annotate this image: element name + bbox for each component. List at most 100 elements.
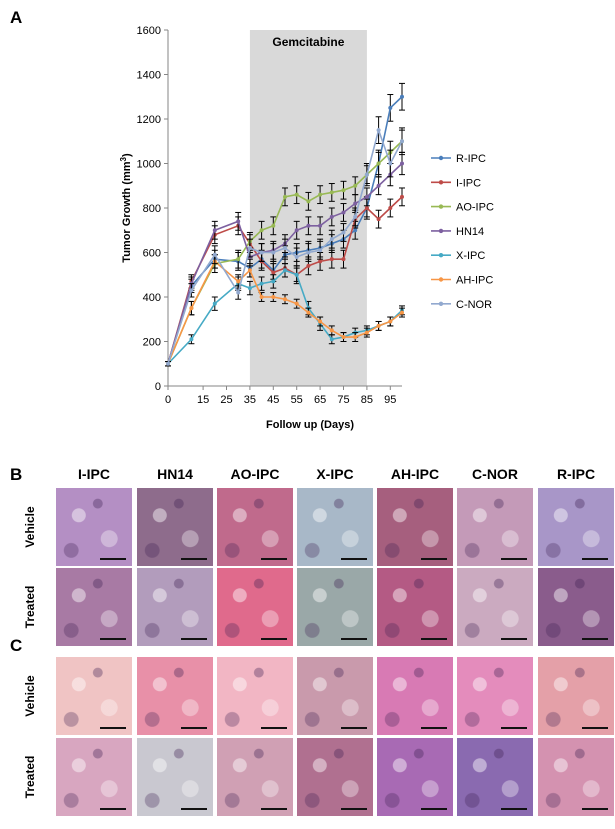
y-tick-label: 1400 <box>137 70 161 82</box>
panel-b-column-header: X-IPC <box>316 466 354 482</box>
panel-b-micrograph-tile <box>137 488 213 566</box>
panel-c-row-label: Vehicle <box>23 675 37 717</box>
data-point <box>189 288 194 293</box>
scale-bar <box>582 808 608 810</box>
data-point <box>341 188 346 193</box>
scale-bar <box>421 727 447 729</box>
data-point <box>329 257 334 262</box>
data-point <box>283 297 287 302</box>
series-line <box>167 96 403 364</box>
scale-bar <box>582 727 608 729</box>
legend-marker <box>438 277 444 282</box>
series-c-nor <box>165 116 405 367</box>
series-line <box>167 140 403 365</box>
data-point <box>376 323 381 328</box>
legend-marker <box>438 253 444 258</box>
panel-b-row-label: Vehicle <box>23 506 37 548</box>
scale-bar <box>181 727 207 729</box>
panel-b-micrograph-tile <box>137 568 213 646</box>
data-point <box>294 254 299 259</box>
series-line <box>167 162 403 364</box>
panel-c-micrograph-tile <box>377 657 453 735</box>
panel-b-micrograph-tile <box>457 568 533 646</box>
series-line <box>167 196 403 364</box>
data-point <box>294 192 299 197</box>
scale-bar <box>501 727 527 729</box>
data-point <box>247 246 252 251</box>
panel-b-micrograph-tile <box>217 568 293 646</box>
data-point <box>189 337 194 342</box>
x-axis-label: Follow up (Days) <box>266 419 354 431</box>
data-point <box>341 335 346 340</box>
panel-b-column-header: R-IPC <box>556 466 596 482</box>
data-point <box>329 214 334 219</box>
data-point <box>341 257 346 262</box>
data-point <box>353 214 358 219</box>
panel-b-column-header: AH-IPC <box>390 466 440 482</box>
scale-bar <box>100 808 126 810</box>
data-point <box>376 217 381 222</box>
data-point <box>212 252 217 257</box>
data-point <box>236 257 241 262</box>
legend-entry: X-IPC <box>456 250 485 262</box>
y-tick-label: 800 <box>143 203 161 215</box>
data-point <box>294 228 299 233</box>
data-point <box>329 337 334 342</box>
panel-c-micrograph-tile <box>538 657 614 735</box>
data-point <box>189 306 194 311</box>
scale-bar <box>341 638 367 640</box>
data-point <box>329 190 334 195</box>
x-tick-label: 75 <box>337 394 349 406</box>
panel-b-column-header: I-IPC <box>78 466 110 482</box>
y-tick-label: 1000 <box>137 159 161 171</box>
data-point <box>271 295 276 299</box>
y-tick-label: 200 <box>143 337 161 349</box>
legend-entry: AH-IPC <box>456 275 493 287</box>
legend-entry: C-NOR <box>456 299 492 311</box>
data-point <box>376 161 381 166</box>
data-point <box>271 279 276 284</box>
data-point <box>306 263 311 268</box>
data-point <box>400 161 404 166</box>
x-tick-label: 55 <box>291 394 303 406</box>
panel-c-micrograph-tile <box>137 657 213 735</box>
panel-c-micrograph-tile <box>297 657 373 735</box>
data-point <box>306 310 311 315</box>
panel-c-micrograph-tile <box>377 738 453 816</box>
data-point <box>318 192 323 197</box>
data-point <box>364 172 369 177</box>
x-tick-label: 85 <box>361 394 373 406</box>
data-point <box>318 223 323 228</box>
data-point <box>259 228 264 233</box>
y-tick-label: 600 <box>143 248 161 260</box>
data-point <box>341 230 346 235</box>
legend-entry: I-IPC <box>456 177 481 189</box>
data-point <box>329 237 334 242</box>
legend-marker <box>438 155 444 161</box>
scale-bar <box>261 808 287 810</box>
panel-b-micrograph-tile <box>56 488 132 566</box>
panel-b-row-label: Treated <box>23 585 37 629</box>
data-point <box>294 272 299 277</box>
scale-bar <box>582 558 608 560</box>
data-point <box>353 201 358 206</box>
x-tick-label: 95 <box>384 394 396 406</box>
legend-marker <box>438 180 444 185</box>
legend-entry: AO-IPC <box>456 202 494 214</box>
data-point <box>353 335 358 340</box>
scale-bar <box>261 558 287 560</box>
data-point <box>400 139 404 144</box>
panel-b-micrograph-tile <box>538 488 614 566</box>
panel-c-micrograph-tile <box>457 657 533 735</box>
data-point <box>166 361 170 366</box>
tumor-growth-chart: 0 200 400 600 800 1000 1200 1400 1600 0 15 25 35 45 55… <box>119 25 494 431</box>
y-tick-label: 1600 <box>137 25 161 37</box>
scale-bar <box>421 638 447 640</box>
scale-bar <box>261 638 287 640</box>
panel-b-column-header: C-NOR <box>472 466 518 482</box>
panel-c-micrograph-tile <box>56 657 132 735</box>
data-point <box>388 161 393 166</box>
panel-b-column-header: AO-IPC <box>230 466 280 482</box>
panel-c-micrograph-tile <box>457 738 533 816</box>
scale-bar <box>100 558 126 560</box>
